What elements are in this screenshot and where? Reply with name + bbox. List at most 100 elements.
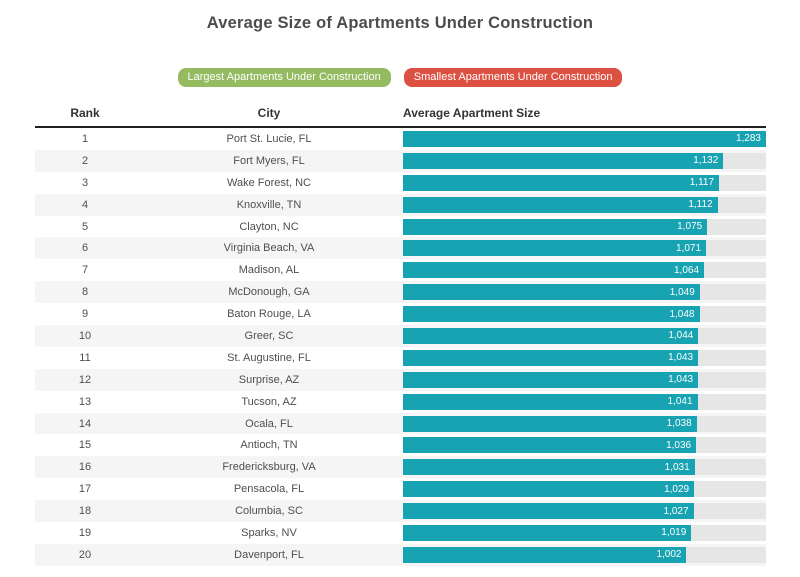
- bar-track: 1,132: [403, 152, 766, 169]
- bar-track: 1,049: [403, 284, 766, 301]
- bar-value-label: 1,029: [664, 483, 690, 495]
- city-cell: Pensacola, FL: [233, 483, 305, 496]
- table-row: 20 Davenport, FL 1,002: [35, 543, 766, 566]
- city-cell: Davenport, FL: [234, 548, 304, 561]
- bar-value-label: 1,283: [735, 133, 761, 145]
- value-bar[interactable]: 1,036: [403, 437, 697, 454]
- rank-cell: 13: [78, 395, 92, 408]
- value-bar[interactable]: 1,048: [403, 306, 700, 323]
- bar-track: 1,031: [403, 459, 766, 476]
- bar-track: 1,064: [403, 262, 766, 279]
- value-bar[interactable]: 1,041: [403, 393, 698, 410]
- smallest-apartments-button[interactable]: Smallest Apartments Under Construction: [403, 68, 623, 87]
- rank-cell: 8: [81, 286, 89, 299]
- value-bar[interactable]: 1,002: [403, 546, 687, 563]
- table-row: 14 Ocala, FL 1,038: [35, 412, 766, 435]
- rank-cell: 18: [78, 505, 92, 518]
- bar-value-label: 1,043: [668, 374, 694, 386]
- city-cell: Clayton, NC: [239, 220, 299, 233]
- bar-value-label: 1,019: [661, 527, 687, 539]
- value-bar[interactable]: 1,044: [403, 327, 699, 344]
- bar-value-label: 1,036: [666, 439, 692, 451]
- value-bar[interactable]: 1,019: [403, 524, 692, 541]
- bar-track: 1,044: [403, 327, 766, 344]
- table-row: 9 Baton Rouge, LA 1,048: [35, 303, 766, 325]
- rank-cell: 9: [81, 308, 89, 321]
- city-cell: Columbia, SC: [235, 505, 303, 518]
- table-row: 11 St. Augustine, FL 1,043: [35, 347, 766, 369]
- bar-value-label: 1,071: [675, 242, 702, 254]
- value-bar[interactable]: 1,071: [403, 240, 707, 257]
- rank-column-header: Rank: [70, 106, 100, 120]
- bar-cell: 1,027: [403, 503, 766, 520]
- bar-cell: 1,002: [403, 546, 766, 563]
- city-cell: Knoxville, TN: [236, 198, 302, 211]
- value-bar[interactable]: 1,112: [403, 196, 718, 213]
- table-row: 18 Columbia, SC 1,027: [35, 500, 766, 523]
- bar-cell: 1,283: [403, 130, 766, 147]
- value-bar[interactable]: 1,027: [403, 503, 694, 520]
- bar-cell: 1,117: [403, 174, 766, 191]
- value-bar[interactable]: 1,038: [403, 415, 697, 432]
- largest-apartments-button[interactable]: Largest Apartments Under Construction: [177, 68, 391, 87]
- value-bar[interactable]: 1,049: [403, 284, 700, 301]
- value-bar[interactable]: 1,132: [403, 152, 724, 169]
- table-row: 6 Virginia Beach, VA 1,071: [35, 237, 766, 260]
- bar-track: 1,043: [403, 371, 766, 388]
- bar-value-label: 1,041: [667, 396, 693, 408]
- city-cell: Sparks, NV: [241, 526, 297, 539]
- bar-value-label: 1,043: [668, 352, 694, 364]
- table-row: 3 Wake Forest, NC 1,117: [35, 172, 766, 194]
- city-cell: Baton Rouge, LA: [227, 308, 311, 321]
- table-row: 5 Clayton, NC 1,075: [35, 216, 766, 238]
- bar-cell: 1,031: [403, 459, 766, 476]
- bar-cell: 1,038: [403, 415, 766, 432]
- value-bar[interactable]: 1,075: [403, 218, 708, 235]
- bar-cell: 1,112: [403, 196, 766, 213]
- city-cell: Antioch, TN: [240, 439, 298, 452]
- rank-cell: 20: [78, 548, 92, 561]
- city-cell: Surprise, AZ: [238, 373, 300, 386]
- apartment-size-table: Rank City Average Apartment Size 1 Port S…: [35, 106, 766, 566]
- value-bar[interactable]: 1,043: [403, 371, 699, 388]
- city-cell: Greer, SC: [244, 329, 294, 342]
- value-bar[interactable]: 1,043: [403, 349, 699, 366]
- bar-track: 1,036: [403, 437, 766, 454]
- rank-cell: 1: [81, 132, 89, 145]
- value-bar[interactable]: 1,117: [403, 174, 720, 191]
- table-row: 13 Tucson, AZ 1,041: [35, 391, 766, 413]
- page-title: Average Size of Apartments Under Constru…: [206, 14, 594, 32]
- bar-track: 1,043: [403, 349, 766, 366]
- bar-value-label: 1,132: [693, 155, 719, 167]
- bar-value-label: 1,027: [663, 505, 689, 517]
- bar-track: 1,041: [403, 393, 766, 410]
- city-cell: McDonough, GA: [228, 286, 310, 299]
- bar-track: 1,283: [403, 130, 766, 147]
- bar-value-label: 1,075: [677, 221, 703, 232]
- rank-cell: 16: [78, 461, 92, 474]
- table-row: 10 Greer, SC 1,044: [35, 325, 766, 347]
- table-row: 4 Knoxville, TN 1,112: [35, 193, 766, 216]
- bar-cell: 1,029: [403, 481, 766, 498]
- bar-track: 1,071: [403, 240, 766, 257]
- table-row: 7 Madison, AL 1,064: [35, 259, 766, 281]
- value-bar[interactable]: 1,064: [403, 262, 705, 279]
- city-cell: Madison, AL: [238, 264, 300, 277]
- page: Average Size of Apartments Under Constru…: [0, 14, 800, 577]
- bar-cell: 1,048: [403, 306, 766, 323]
- bar-value-label: 1,002: [656, 549, 682, 561]
- value-bar[interactable]: 1,031: [403, 459, 695, 476]
- table-row: 1 Port St. Lucie, FL 1,283: [35, 128, 766, 150]
- city-cell: Fort Myers, FL: [233, 154, 305, 167]
- table-body: 1 Port St. Lucie, FL 1,283 2 Fort Myers, FL 1…: [35, 128, 766, 566]
- rank-cell: 2: [81, 154, 89, 167]
- rank-cell: 19: [78, 526, 92, 539]
- bar-track: 1,019: [403, 524, 766, 541]
- value-bar[interactable]: 1,029: [403, 481, 695, 498]
- value-bar[interactable]: 1,283: [403, 130, 766, 147]
- rank-cell: 17: [78, 483, 92, 496]
- bar-value-label: 1,048: [669, 308, 695, 320]
- table-row: 12 Surprise, AZ 1,043: [35, 368, 766, 391]
- city-cell: St. Augustine, FL: [227, 351, 311, 364]
- bar-track: 1,029: [403, 481, 766, 498]
